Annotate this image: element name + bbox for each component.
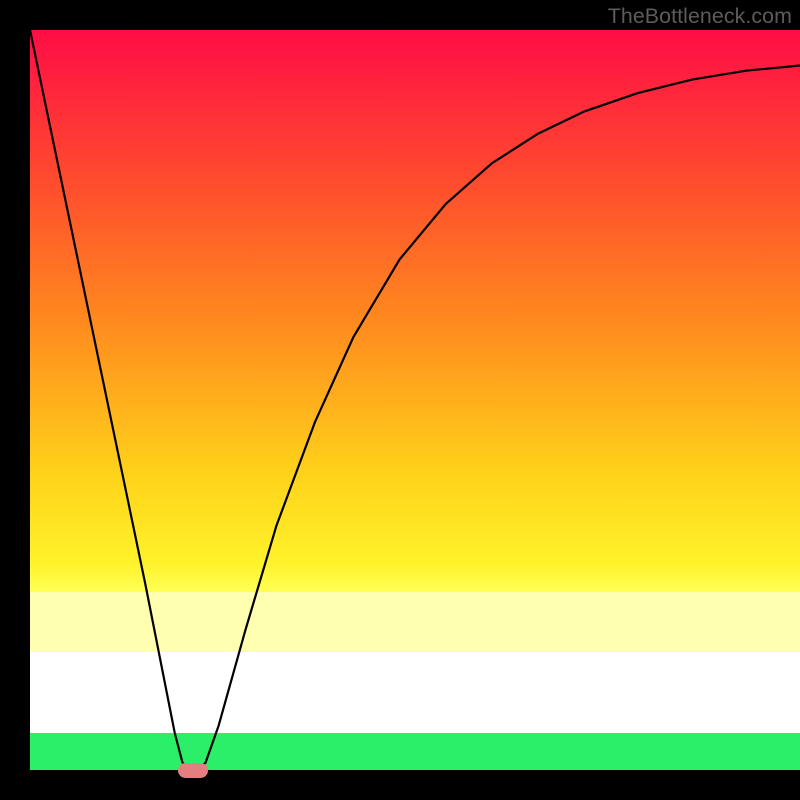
plot-area	[30, 30, 800, 770]
bottleneck-marker	[178, 763, 208, 778]
curve-layer	[30, 30, 800, 770]
watermark-text: TheBottleneck.com	[608, 4, 792, 29]
bottleneck-curve	[30, 30, 800, 770]
chart-container: TheBottleneck.com	[0, 0, 800, 800]
